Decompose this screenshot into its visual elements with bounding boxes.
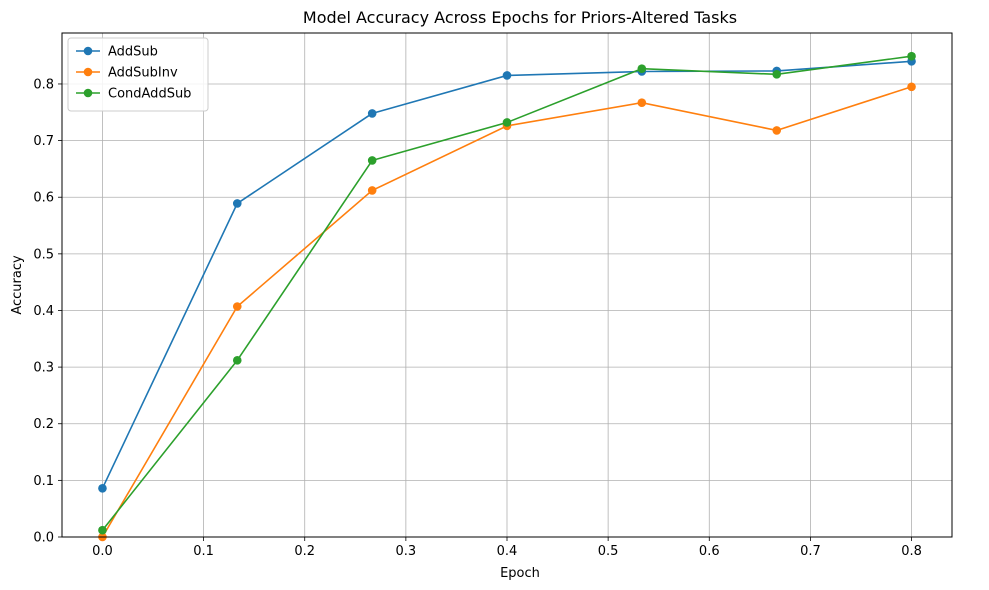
data-point-addsub	[367, 109, 377, 118]
data-point-condaddsub	[907, 51, 916, 61]
chart-title: Model Accuracy Across Epochs for Priors-…	[303, 8, 737, 27]
data-point-condaddsub	[637, 64, 647, 73]
y-tick-label: 0.5	[33, 247, 54, 262]
legend-marker-addsub	[83, 46, 93, 56]
y-tick-label: 0.3	[33, 361, 54, 376]
y-tick-label: 0.1	[33, 474, 54, 489]
x-tick-label: 0.7	[800, 544, 821, 559]
y-tick-label: 0.4	[33, 304, 54, 319]
data-point-addsub	[502, 71, 512, 80]
data-point-addsubinv	[232, 302, 242, 311]
plot-frame	[61, 32, 953, 538]
data-point-condaddsub	[232, 356, 242, 365]
series-layer	[98, 51, 916, 542]
y-axis-ticks: 0.0 0.1 0.2 0.3 0.4 0.5 0.6 0.7 0.8	[33, 77, 62, 546]
data-point-addsubinv	[367, 186, 377, 195]
data-point-addsubinv	[772, 126, 782, 135]
y-tick-label: 0.6	[33, 191, 54, 206]
legend-label-addsub: AddSub	[108, 45, 158, 60]
legend: AddSub AddSubInv CondAddSub	[67, 37, 209, 112]
legend-label-addsubinv: AddSubInv	[108, 66, 178, 81]
series-condaddsub	[98, 51, 916, 535]
legend-label-condaddsub: CondAddSub	[108, 87, 191, 102]
data-point-addsub	[98, 483, 107, 493]
x-tick-label: 0.1	[193, 544, 214, 559]
y-tick-label: 0.8	[33, 77, 54, 92]
x-tick-label: 0.3	[396, 544, 417, 559]
y-axis-label: Accuracy	[10, 255, 25, 315]
x-tick-label: 0.2	[294, 544, 315, 559]
y-tick-label: 0.0	[33, 531, 54, 546]
data-point-addsubinv	[907, 82, 916, 92]
data-point-addsub	[232, 199, 242, 208]
x-tick-label: 0.0	[92, 544, 113, 559]
y-tick-label: 0.7	[33, 134, 54, 149]
legend-marker-condaddsub	[83, 88, 93, 98]
data-point-condaddsub	[367, 156, 377, 165]
x-axis-label: Epoch	[500, 566, 540, 581]
data-point-condaddsub	[772, 70, 782, 79]
x-axis-ticks: 0.0 0.1 0.2 0.3 0.4 0.5 0.6 0.7 0.8	[92, 537, 922, 559]
data-point-condaddsub	[502, 118, 512, 127]
x-tick-label: 0.8	[901, 544, 922, 559]
x-tick-label: 0.4	[497, 544, 518, 559]
data-point-addsubinv	[637, 98, 647, 107]
x-tick-label: 0.5	[598, 544, 619, 559]
legend-box	[67, 37, 209, 112]
y-tick-label: 0.2	[33, 417, 54, 432]
x-tick-label: 0.6	[699, 544, 720, 559]
legend-marker-addsubinv	[83, 67, 93, 77]
data-point-condaddsub	[98, 525, 107, 535]
